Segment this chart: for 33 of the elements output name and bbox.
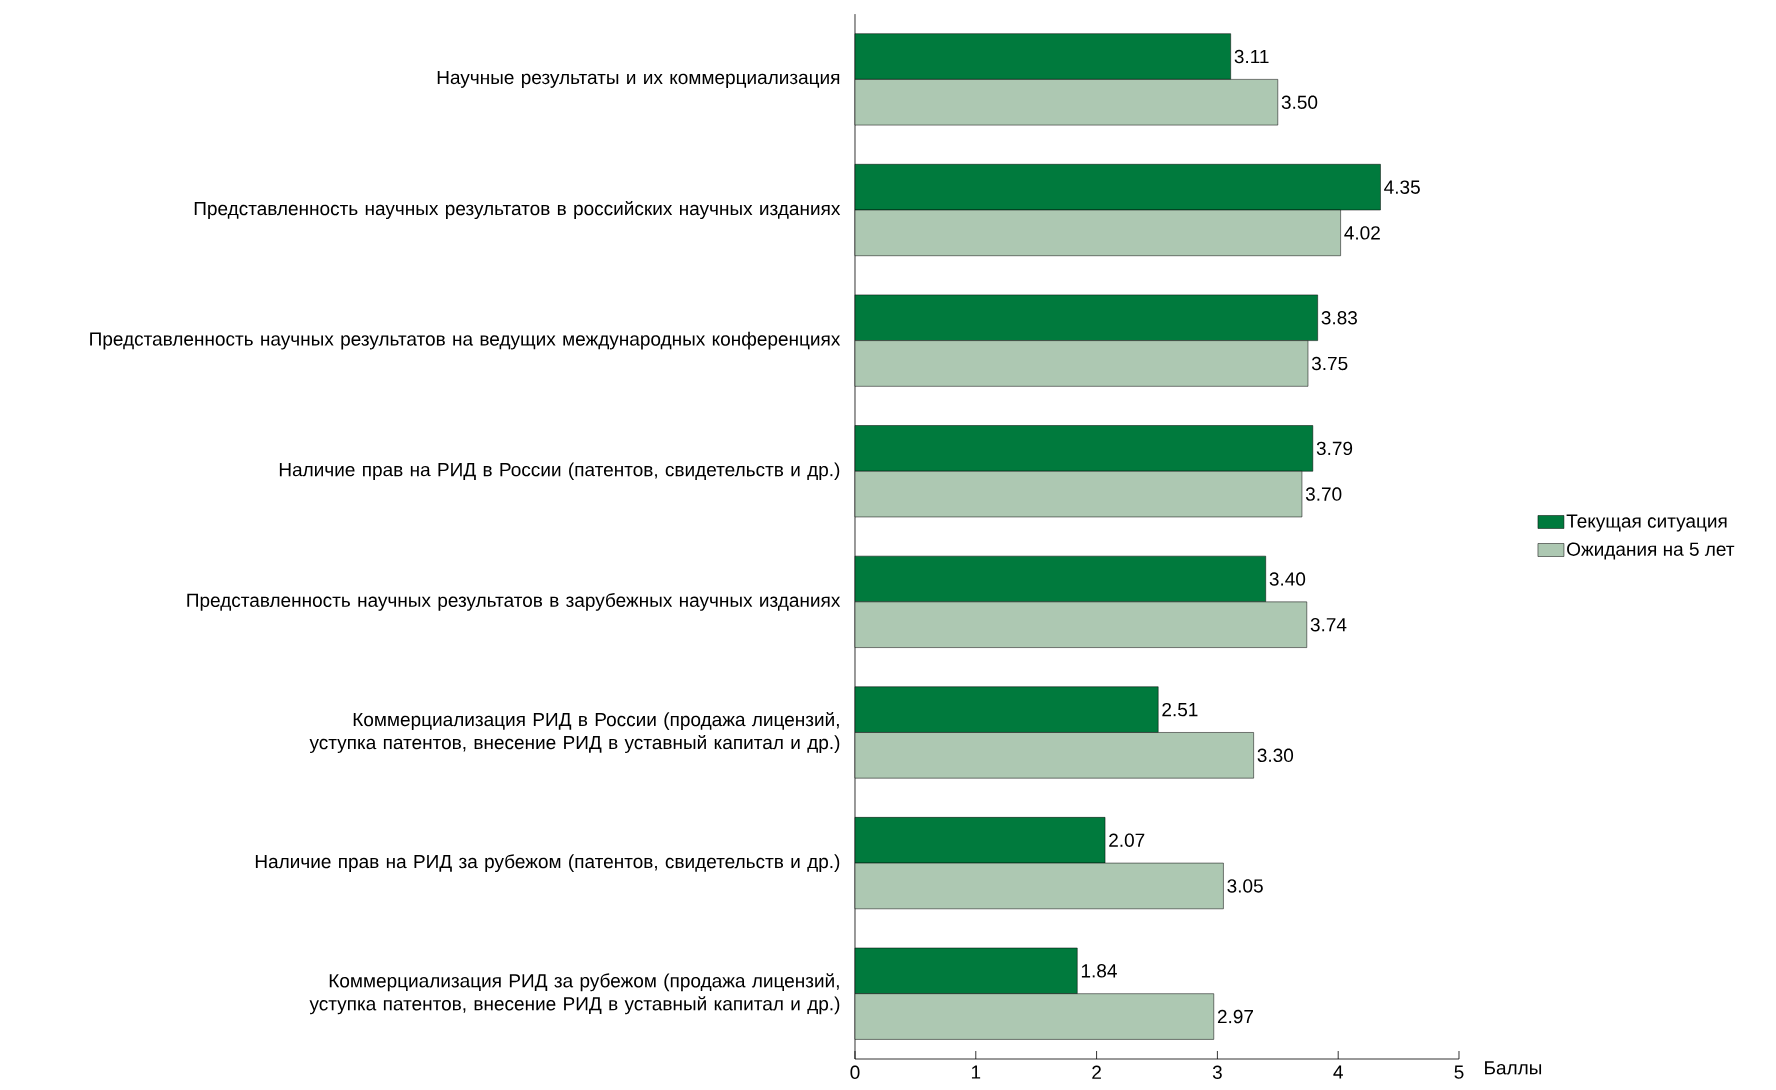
x-tick-label: 1 — [971, 1065, 981, 1079]
x-tick-label: 4 — [1333, 1065, 1343, 1079]
data-label: 3.05 — [1227, 879, 1263, 893]
data-label: 3.79 — [1316, 441, 1353, 456]
data-label: 2.97 — [1217, 1009, 1253, 1024]
y-tick-label: Представленность научных результатов в зарубежных научных изданиях — [187, 592, 841, 611]
data-label: 4.02 — [1344, 226, 1380, 240]
y-tick-label: Научные результаты и их коммерциализация — [437, 70, 840, 88]
data-label: 4.35 — [1384, 180, 1420, 194]
x-tick-label: 5 — [1454, 1065, 1464, 1079]
y-tick-label: Представленность научных результатов в российских научных изданиях — [194, 200, 841, 220]
x-tick-label: 3 — [1212, 1065, 1222, 1079]
data-label: 2.51 — [1162, 702, 1198, 717]
data-label: 2.07 — [1109, 833, 1145, 847]
legend-label: Ожидания на 5 лет — [1567, 542, 1735, 560]
data-label: 3.30 — [1257, 748, 1294, 763]
x-axis-title: Баллы — [1485, 1061, 1542, 1075]
data-label: 1.84 — [1081, 964, 1117, 978]
data-label: 3.70 — [1305, 487, 1342, 501]
data-label: 3.74 — [1310, 617, 1347, 632]
data-label: 3.50 — [1281, 95, 1318, 109]
x-tick-label: 0 — [850, 1065, 860, 1079]
data-label: 3.75 — [1311, 356, 1348, 371]
data-label: 3.40 — [1269, 572, 1306, 586]
y-tick-label: Коммерциализация РИД в России (продажа лицензий, уступка патентов, внесение РИД в уставный капитал и др.) — [309, 711, 840, 753]
data-label: 3.83 — [1321, 311, 1357, 325]
y-tick-label: Наличие прав на РИД за рубежом (патентов, свидетельств и др.) — [255, 854, 840, 873]
y-tick-label: Коммерциализация РИД за рубежом (продажа лицензий, уступка патентов, внесение РИД в уставный капитал и др.) — [309, 973, 840, 1015]
data-label: 3.11 — [1234, 49, 1269, 64]
y-tick-label: Представленность научных результатов на ведущих международных конференциях — [90, 331, 841, 350]
legend-label: Текущая ситуация — [1566, 514, 1727, 532]
y-tick-label: Наличие прав на РИД в России (патентов, свидетельств и др.) — [279, 462, 840, 481]
x-tick-label: 2 — [1092, 1065, 1101, 1079]
